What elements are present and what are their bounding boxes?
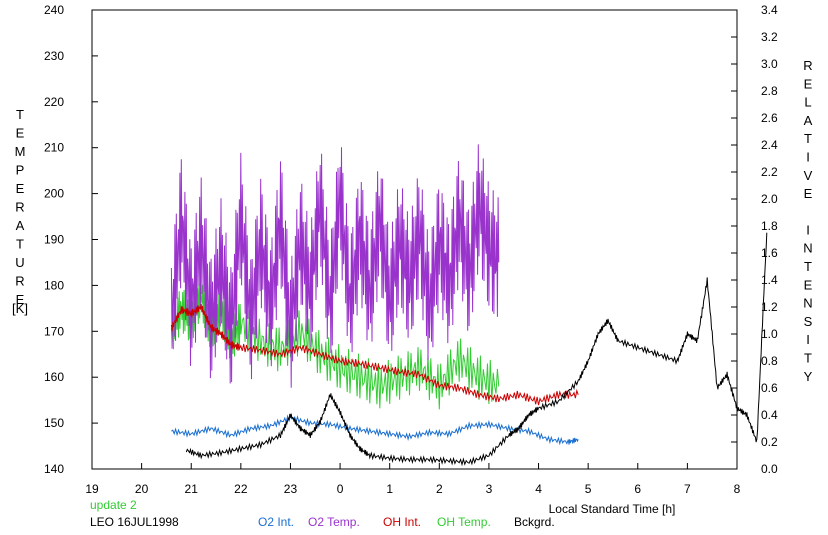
right-axis-label-char: S [804,314,813,329]
left-axis-label-char: E [16,292,25,307]
legend-item-oh-int: OH Int. [383,515,421,529]
right-tick-label: 1.4 [761,273,778,287]
x-tick-label: 3 [486,482,493,496]
right-tick-label: 0.6 [761,381,778,395]
series-line-bckgrd [185,232,768,467]
right-tick-label: 0.8 [761,354,778,368]
x-axis: 19 20 21 22 23 0 1 2 3 4 5 6 7 8 [85,463,741,496]
x-tick-label: 0 [337,482,344,496]
left-tick-label: 160 [44,370,64,384]
right-axis-label-char: I [806,222,810,237]
legend-item-bckgrd: Bckgrd. [514,515,555,529]
left-tick-label: 150 [44,416,64,430]
right-tick-label: 3.4 [761,3,778,17]
left-axis-label-char: M [15,144,26,159]
left-tick-label: 140 [44,462,64,476]
left-axis-label-char: E [16,181,25,196]
legend: O2 Int. O2 Temp. OH Int. OH Temp. Bckgrd. [258,515,555,529]
right-axis-label-char: I [806,332,810,347]
legend-item-o2-int: O2 Int. [258,515,294,529]
x-axis-label: Local Standard Time [h] [549,502,676,516]
right-axis-label-char: A [804,113,813,128]
right-tick-label: 3.0 [761,57,778,71]
right-axis-label-char: N [803,296,812,311]
x-tick-label: 5 [585,482,592,496]
x-tick-label: 8 [734,482,741,496]
left-tick-label: 240 [44,3,64,17]
right-tick-label: 3.2 [761,30,778,44]
right-y-axis: 0.0 0.2 0.4 0.6 0.8 1.0 1.2 1.4 1.6 1.8 2.0 2.2 2.4 2… [731,3,778,476]
left-y-axis: 140 150 160 170 180 190 200 210 220 230 240 [44,3,98,476]
x-tick-label: 21 [185,482,199,496]
right-axis-label-char: T [804,259,812,274]
right-tick-label: 0.0 [761,462,778,476]
left-axis-label-char: A [16,218,25,233]
right-tick-label: 0.4 [761,408,778,422]
right-tick-label: 1.0 [761,327,778,341]
right-axis-label-char: E [804,186,813,201]
right-axis-label-char: E [804,76,813,91]
right-tick-label: 0.2 [761,435,778,449]
right-axis-label-char: N [803,241,812,256]
right-axis-label-char: E [804,277,813,292]
series-layer [136,144,768,470]
left-tick-label: 200 [44,187,64,201]
left-tick-label: 210 [44,141,64,155]
right-axis-label-char: I [806,150,810,165]
left-axis-label-char: T [16,237,24,252]
x-tick-label: 4 [535,482,542,496]
left-tick-label: 230 [44,49,64,63]
series-line-oh-int [170,303,579,406]
left-axis-unit: [K] [12,301,28,316]
x-tick-label: 6 [634,482,641,496]
x-tick-label: 2 [436,482,443,496]
left-axis-label-char: P [16,163,25,178]
x-tick-label: 1 [386,482,393,496]
left-axis-label-char: R [15,274,24,289]
left-tick-label: 220 [44,95,64,109]
x-tick-label: 23 [284,482,298,496]
right-tick-label: 2.2 [761,165,778,179]
right-axis-label-char: T [804,351,812,366]
x-tick-label: 7 [684,482,691,496]
left-tick-label: 180 [44,278,64,292]
right-axis-label-char: Y [804,369,813,384]
right-tick-label: 1.8 [761,219,778,233]
x-tick-label: 22 [234,482,248,496]
x-tick-label: 20 [135,482,149,496]
right-tick-label: 1.2 [761,300,778,314]
right-axis-label-char: V [804,168,813,183]
right-tick-label: 2.6 [761,111,778,125]
right-tick-label: 1.6 [761,246,778,260]
right-tick-label: 2.8 [761,84,778,98]
legend-item-o2-temp: O2 Temp. [308,515,360,529]
right-tick-label: 2.0 [761,192,778,206]
right-axis-label-char: L [804,95,811,110]
left-axis-label-char: U [15,255,24,270]
station-label: LEO 16JUL1998 [90,515,179,529]
x-tick-label: 19 [85,482,99,496]
right-axis-label-char: T [804,131,812,146]
left-tick-label: 190 [44,233,64,247]
left-tick-label: 170 [44,324,64,338]
left-axis-label-char: T [16,107,24,122]
series-line-o2-temp [170,144,500,388]
right-axis-label-char: R [803,58,812,73]
left-axis-label-char: E [16,126,25,141]
right-tick-label: 2.4 [761,138,778,152]
legend-item-oh-temp: OH Temp. [437,515,491,529]
left-axis-label-char: R [15,200,24,215]
annotation-label: update 2 [90,498,137,512]
